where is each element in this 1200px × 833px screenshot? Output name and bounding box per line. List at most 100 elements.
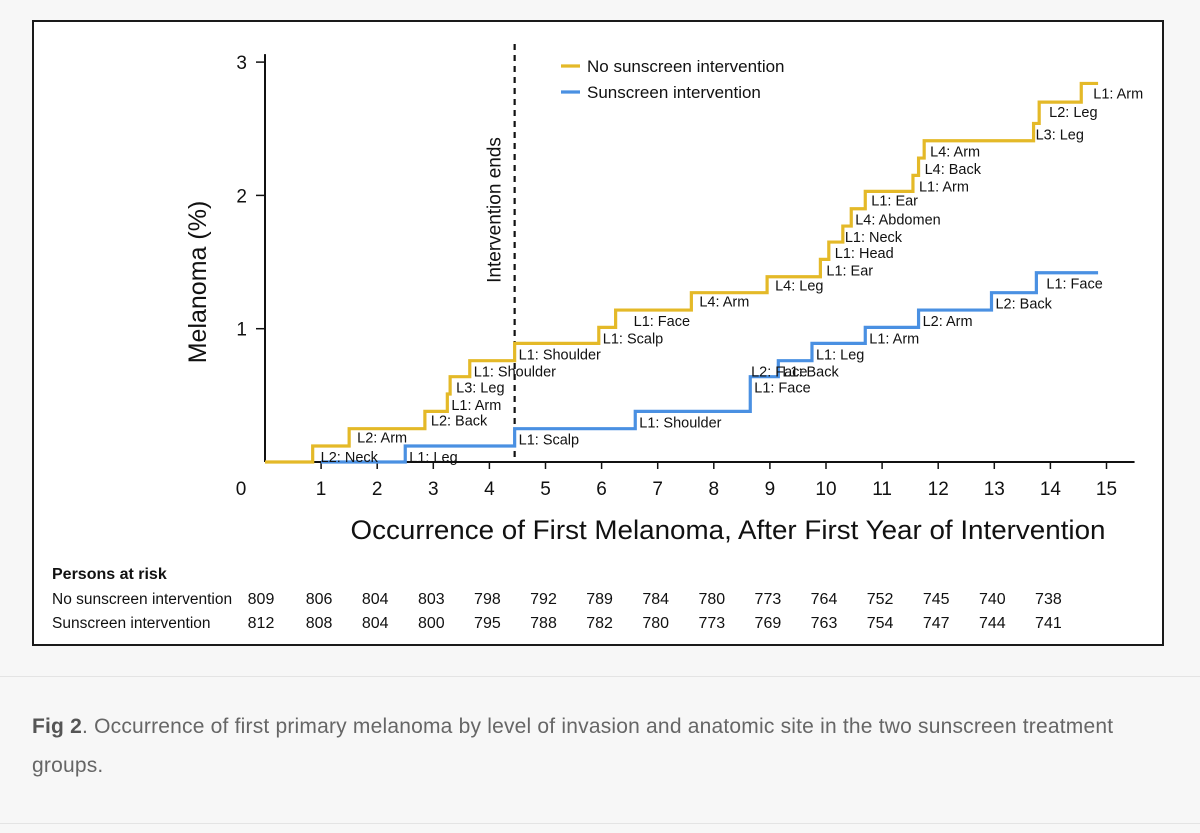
step-label: L1: Shoulder xyxy=(474,365,556,381)
x-tick-label: 0 xyxy=(236,479,247,500)
step-label: L2: Back xyxy=(995,297,1052,313)
step-label: L1: Arm xyxy=(1093,86,1143,102)
series-group xyxy=(265,81,1099,464)
step-label: L1: Leg xyxy=(409,450,457,466)
risk-value: 764 xyxy=(811,591,838,608)
risk-value: 763 xyxy=(811,615,838,632)
risk-value: 754 xyxy=(867,615,894,632)
caption-text: . Occurrence of first primary melanoma b… xyxy=(32,715,1114,777)
risk-table-title: Persons at risk xyxy=(52,566,167,583)
x-tick-label: 12 xyxy=(928,479,949,500)
risk-value: 738 xyxy=(1035,591,1062,608)
x-tick-label: 7 xyxy=(652,479,663,500)
no-sunscreen-step-line xyxy=(265,81,1099,464)
step-label: L4: Abdomen xyxy=(855,213,940,229)
intervention-ends-line: Intervention ends xyxy=(485,44,516,462)
caption-band: Fig 2. Occurrence of first primary melan… xyxy=(0,676,1200,824)
step-label: L1: Leg xyxy=(816,347,864,363)
caption-label: Fig 2 xyxy=(32,715,83,738)
risk-value: 741 xyxy=(1035,615,1062,632)
risk-value: 789 xyxy=(586,591,613,608)
risk-value: 745 xyxy=(923,591,950,608)
x-axis-title: Occurrence of First Melanoma, After Firs… xyxy=(351,515,1106,545)
step-label: L2: Arm xyxy=(357,431,407,447)
x-tick-label: 10 xyxy=(815,479,836,500)
figure-frame: 0 1 2 3 4 5 6 7 8 9 10 11 12 13 14 15 1 2 3 Occurrence of F… xyxy=(32,20,1164,646)
y-tick-label: 2 xyxy=(236,186,247,207)
risk-value: 804 xyxy=(362,615,389,632)
step-label: L2: Face xyxy=(751,365,807,381)
risk-table: Persons at risk No sunscreen intervention… xyxy=(52,566,1062,632)
risk-value: 792 xyxy=(530,591,557,608)
legend-label: No sunscreen intervention xyxy=(587,57,785,76)
step-label: L1: Scalp xyxy=(519,433,579,449)
risk-value: 769 xyxy=(755,615,782,632)
x-tick-label: 1 xyxy=(316,479,327,500)
x-tick-label: 11 xyxy=(872,479,892,500)
x-tick-label: 4 xyxy=(484,479,495,500)
step-label: L1: Face xyxy=(754,381,810,397)
risk-value: 773 xyxy=(755,591,782,608)
x-tick-label: 2 xyxy=(372,479,383,500)
x-tick-label: 15 xyxy=(1096,479,1117,500)
step-label: L1: Shoulder xyxy=(639,415,721,431)
x-tick-label: 9 xyxy=(765,479,776,500)
risk-value: 809 xyxy=(248,591,275,608)
risk-value: 804 xyxy=(362,591,389,608)
step-label: L1: Ear xyxy=(826,263,873,279)
step-label: L1: Face xyxy=(1046,277,1102,293)
figure-caption: Fig 2. Occurrence of first primary melan… xyxy=(32,707,1152,785)
sunscreen-step-line xyxy=(321,271,1099,464)
risk-value: 803 xyxy=(418,591,445,608)
step-label: L2: Neck xyxy=(321,450,379,466)
step-label: L1: Neck xyxy=(845,230,903,246)
x-tick-label: 13 xyxy=(984,479,1005,500)
risk-value: 780 xyxy=(698,591,725,608)
step-label: L3: Leg xyxy=(1036,127,1084,143)
step-label: L2: Back xyxy=(431,413,488,429)
step-label: L4: Leg xyxy=(775,279,823,295)
risk-value: 747 xyxy=(923,615,950,632)
risk-value: 812 xyxy=(248,615,275,632)
y-axis-title: Melanoma (%) xyxy=(184,201,212,364)
risk-value: 800 xyxy=(418,615,445,632)
risk-value: 795 xyxy=(474,615,501,632)
step-label: L3: Leg xyxy=(456,381,504,397)
step-label: L2: Arm xyxy=(923,314,973,330)
step-label: L4: Back xyxy=(925,162,982,178)
step-label: L4: Arm xyxy=(699,295,749,311)
risk-value: 752 xyxy=(867,591,894,608)
x-tick-label: 14 xyxy=(1040,479,1062,500)
step-label: L1: Arm xyxy=(919,179,969,195)
step-label: L1: Scalp xyxy=(603,331,663,347)
risk-value: 773 xyxy=(698,615,725,632)
risk-row-label: No sunscreen intervention xyxy=(52,591,232,608)
x-tick-label: 6 xyxy=(596,479,607,500)
intervention-ends-label: Intervention ends xyxy=(485,137,506,283)
x-tick-label: 3 xyxy=(428,479,439,500)
y-tick-label: 1 xyxy=(236,320,247,341)
step-label: L2: Leg xyxy=(1049,105,1097,121)
step-label: L1: Shoulder xyxy=(519,347,601,363)
step-label: L1: Face xyxy=(634,314,690,330)
risk-value: 782 xyxy=(586,615,613,632)
y-tick-label: 3 xyxy=(236,53,247,74)
legend: No sunscreen intervention Sunscreen inter… xyxy=(561,57,785,102)
risk-value: 780 xyxy=(642,615,669,632)
x-tick-label: 5 xyxy=(540,479,551,500)
step-label: L1: Ear xyxy=(871,193,918,209)
risk-value: 788 xyxy=(530,615,557,632)
risk-value: 806 xyxy=(306,591,333,608)
x-tick-label: 8 xyxy=(709,479,720,500)
risk-row-label: Sunscreen intervention xyxy=(52,615,211,632)
legend-label: Sunscreen intervention xyxy=(587,83,761,102)
step-label: L1: Head xyxy=(835,246,894,262)
risk-value: 784 xyxy=(642,591,669,608)
step-label: L4: Arm xyxy=(930,145,980,161)
risk-value: 808 xyxy=(306,615,333,632)
risk-value: 740 xyxy=(979,591,1006,608)
step-label: L1: Arm xyxy=(451,398,501,414)
